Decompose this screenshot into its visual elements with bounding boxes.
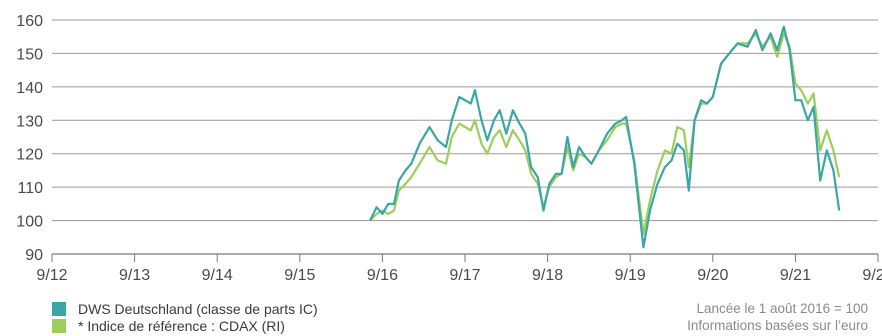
legend-item-fund: DWS Deutschland (classe de parts IC) bbox=[52, 300, 318, 317]
legend-swatch-benchmark bbox=[52, 318, 66, 333]
legend-item-benchmark: * Indice de référence : CDAX (RI) bbox=[52, 317, 318, 334]
y-tick-label-130: 130 bbox=[16, 113, 43, 130]
x-tick-label-6: 9/18 bbox=[532, 267, 563, 284]
fund-line bbox=[369, 25, 841, 249]
currency-note: Informations basées sur l’euro bbox=[687, 318, 868, 333]
x-tick-label-4: 9/16 bbox=[367, 267, 398, 284]
x-tick-label-5: 9/17 bbox=[449, 267, 480, 284]
x-axis: 9/12 9/13 9/14 9/15 9/16 9/17 9/18 9/19 9/20 9/21… bbox=[36, 253, 882, 284]
x-tick-label-10: 9/22 bbox=[862, 267, 882, 284]
x-tick-label-7: 9/19 bbox=[615, 267, 646, 284]
legend-label-fund: DWS Deutschland (classe de parts IC) bbox=[78, 300, 318, 317]
y-tick-label-160: 160 bbox=[16, 13, 43, 30]
x-tick-label-1: 9/13 bbox=[119, 267, 150, 284]
x-tick-label-2: 9/14 bbox=[202, 267, 233, 284]
line-chart: 90 100 110 120 130 140 150 160 9/12 9/13 9/14 9/15… bbox=[16, 13, 882, 284]
x-tick-label-9: 9/21 bbox=[780, 267, 811, 284]
benchmark-line bbox=[369, 32, 841, 235]
legend-label-benchmark: * Indice de référence : CDAX (RI) bbox=[78, 317, 285, 334]
y-tick-label-90: 90 bbox=[25, 247, 43, 264]
x-tick-label-8: 9/20 bbox=[697, 267, 728, 284]
y-tick-label-150: 150 bbox=[16, 46, 43, 63]
legend-swatch-fund bbox=[52, 301, 66, 316]
x-tick-label-0: 9/12 bbox=[36, 267, 67, 284]
y-tick-label-140: 140 bbox=[16, 80, 43, 97]
y-axis-ticks: 90 100 110 120 130 140 150 160 bbox=[16, 13, 43, 264]
x-tick-label-3: 9/15 bbox=[284, 267, 315, 284]
launch-note: Lancée le 1 août 2016 = 100 bbox=[696, 301, 868, 316]
y-tick-label-100: 100 bbox=[16, 214, 43, 231]
y-tick-label-120: 120 bbox=[16, 147, 43, 164]
y-tick-label-110: 110 bbox=[17, 180, 43, 197]
grid-lines bbox=[52, 19, 878, 255]
series-lines bbox=[369, 25, 841, 249]
legend: DWS Deutschland (classe de parts IC) * I… bbox=[52, 300, 318, 334]
chart-notes: Lancée le 1 août 2016 = 100 Informations… bbox=[687, 300, 868, 334]
